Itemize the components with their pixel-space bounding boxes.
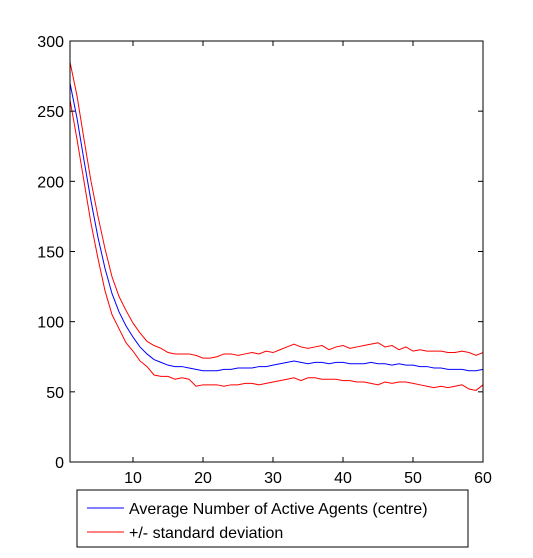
x-tick-label: 10	[124, 470, 142, 487]
series-layer	[69, 61, 484, 391]
legend-box	[76, 489, 469, 548]
ticks-layer: 10 20 30 40 50 60 0 50 100 150 200 250 300	[37, 34, 492, 487]
y-tick-label: 250	[37, 104, 64, 121]
y-tick-label: 50	[46, 385, 64, 402]
legend: Average Number of Active Agents (centre)…	[76, 489, 469, 548]
legend-label: +/- standard deviation	[129, 525, 283, 542]
y-tick-label: 0	[55, 455, 64, 472]
series-line-mean	[69, 83, 484, 372]
x-tick-label: 60	[474, 470, 492, 487]
series-line-upper-std	[69, 61, 484, 359]
legend-label: Average Number of Active Agents (centre)	[129, 501, 428, 518]
x-tick-label: 30	[264, 470, 282, 487]
y-tick-label: 100	[37, 315, 64, 332]
y-tick-label: 200	[37, 174, 64, 191]
x-tick-label: 50	[404, 470, 422, 487]
y-tick-label: 300	[37, 34, 64, 51]
series-line-lower-std	[69, 99, 484, 391]
x-tick-label: 20	[194, 470, 212, 487]
y-tick-label: 150	[37, 245, 64, 262]
plot-frame	[69, 40, 484, 463]
x-tick-label: 40	[334, 470, 352, 487]
